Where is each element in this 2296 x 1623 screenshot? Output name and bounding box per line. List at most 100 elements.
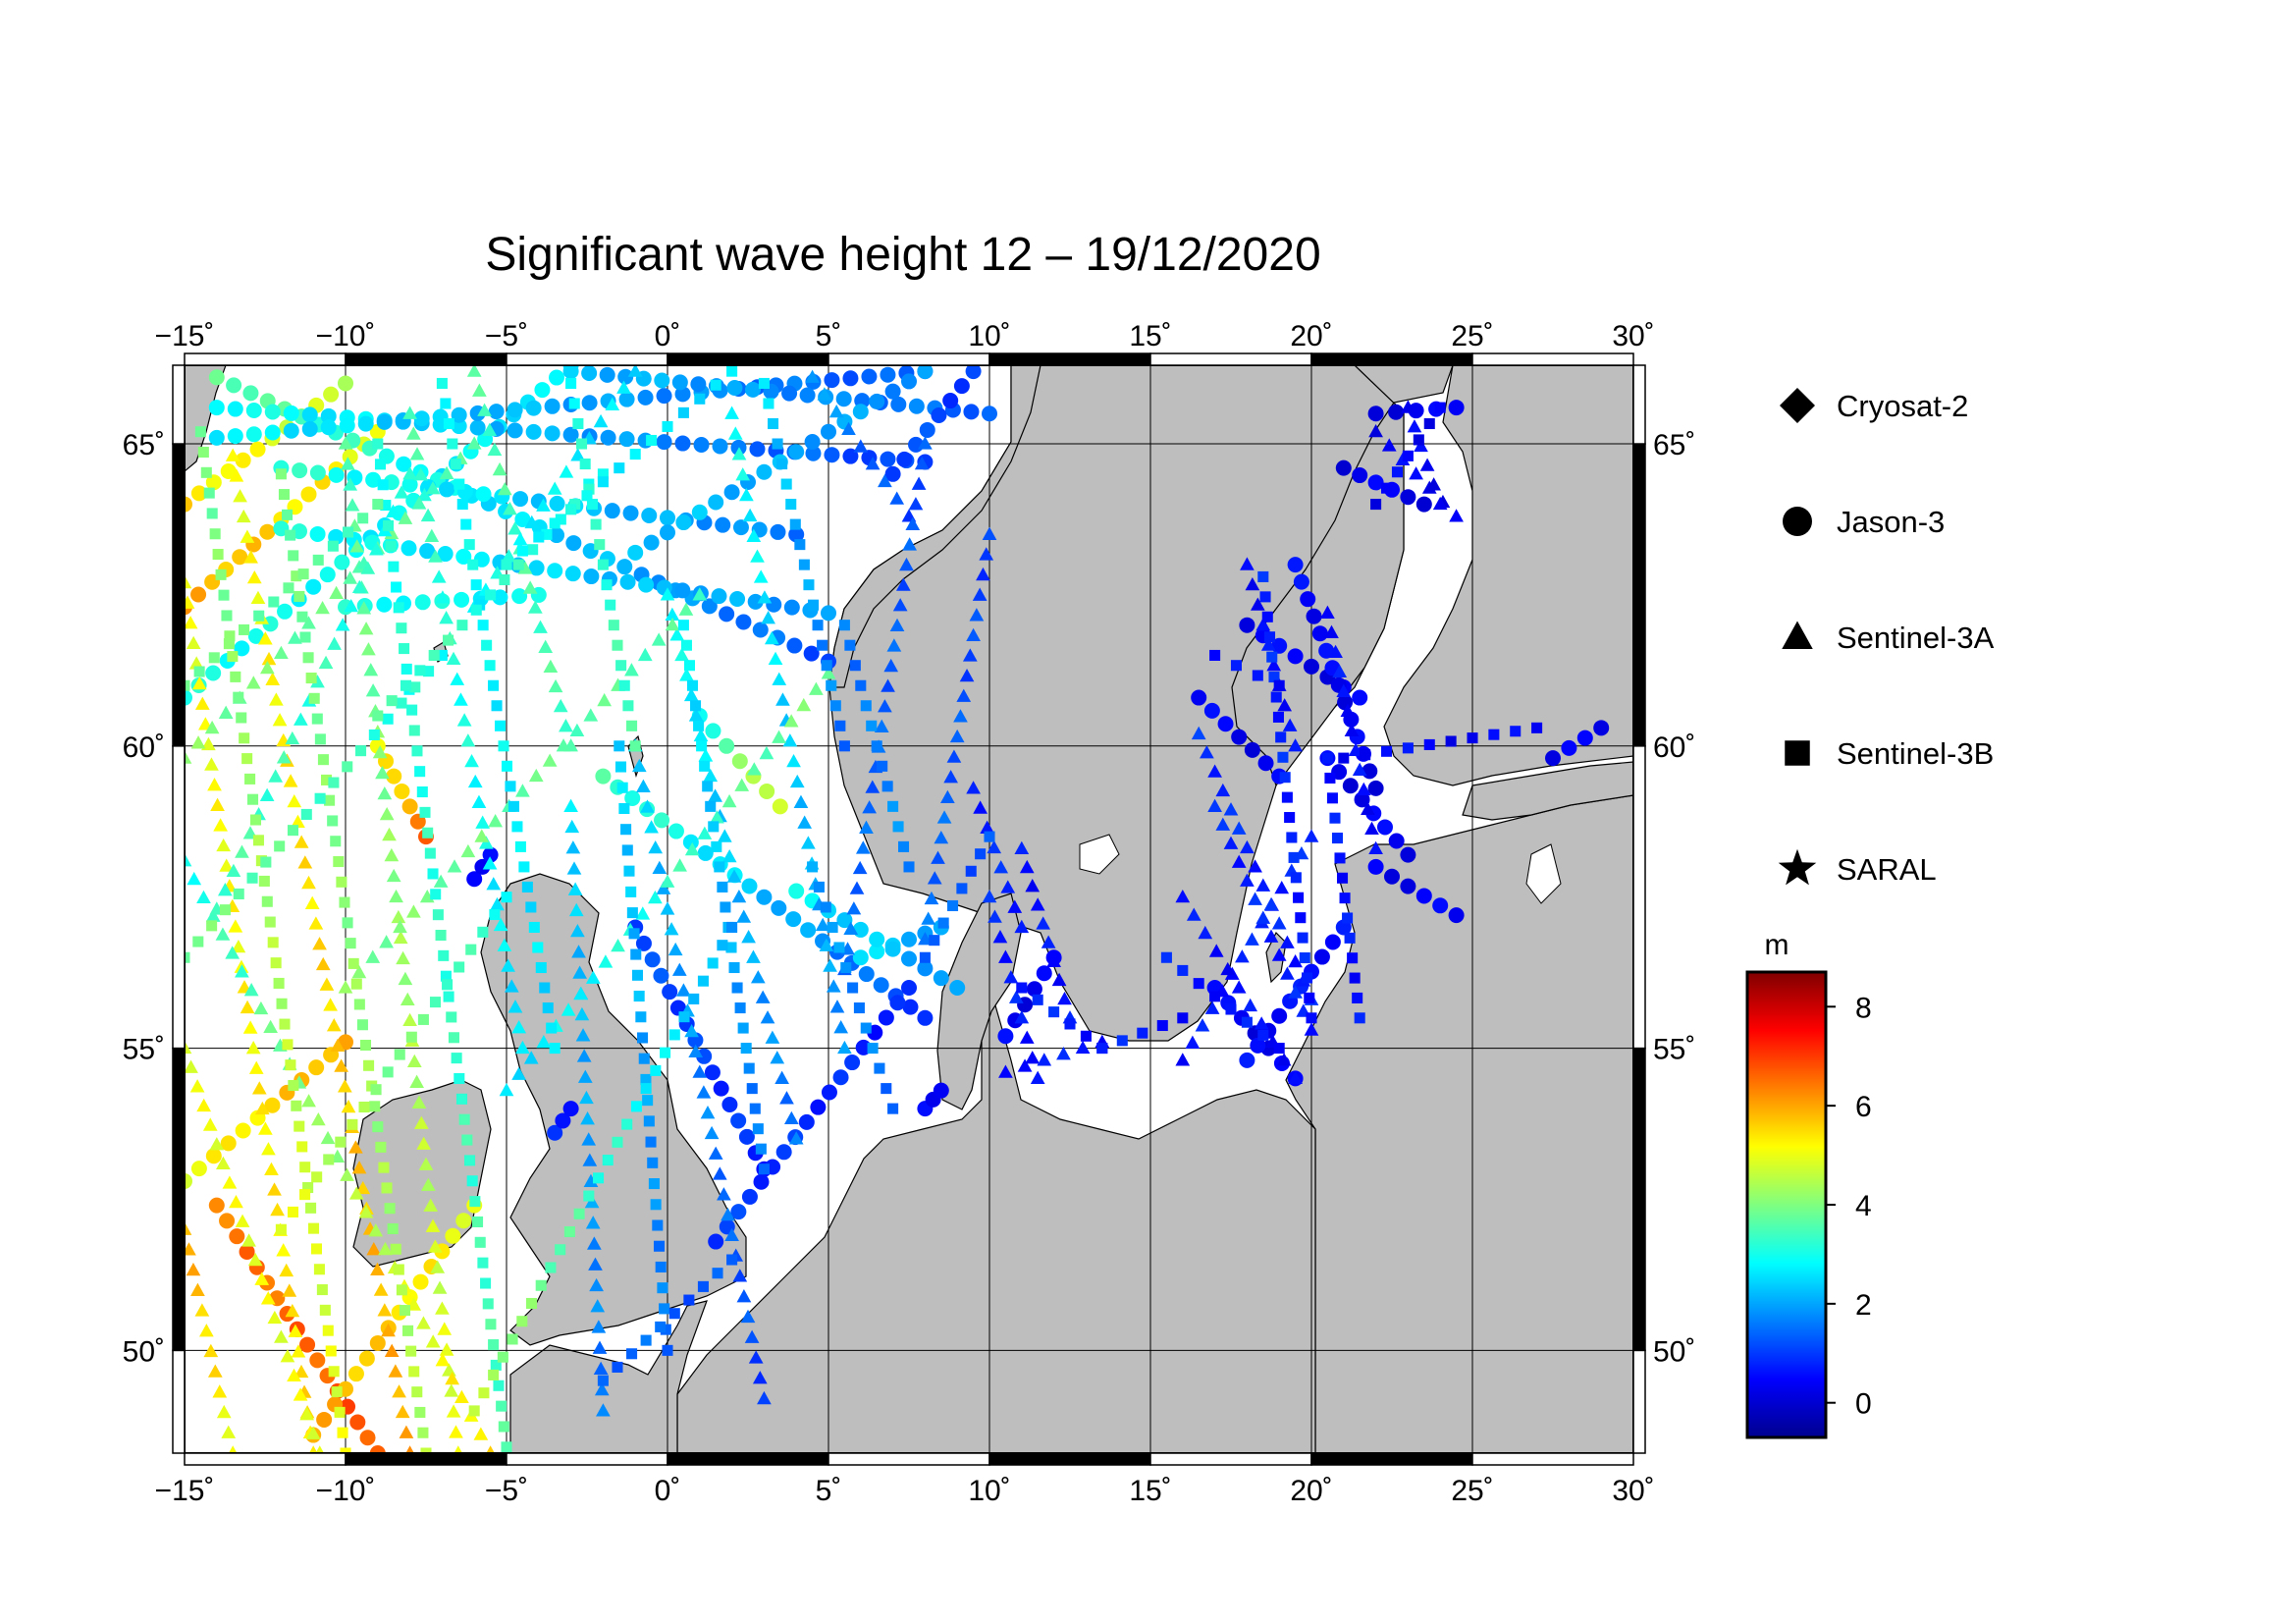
frame-bar-top-0 — [184, 352, 347, 366]
data-point — [288, 630, 302, 644]
data-point — [593, 413, 609, 428]
data-point — [549, 369, 565, 386]
frame-bar-top-7 — [1310, 352, 1473, 366]
data-point — [220, 463, 237, 480]
data-point — [731, 447, 747, 460]
data-point — [1231, 729, 1248, 745]
data-point — [276, 1243, 292, 1257]
data-point — [1096, 1043, 1108, 1055]
y-tick-label-right: 50˚ — [1653, 1335, 1695, 1368]
data-point — [469, 1196, 481, 1208]
data-point — [315, 956, 331, 971]
data-point — [1449, 509, 1464, 522]
data-point — [956, 688, 972, 702]
data-point — [532, 942, 544, 953]
data-point — [472, 383, 487, 397]
data-point — [496, 1400, 507, 1412]
data-point — [741, 878, 758, 894]
data-point — [384, 1203, 396, 1215]
data-point — [379, 806, 395, 821]
data-point — [185, 574, 192, 589]
data-point — [1510, 726, 1522, 737]
data-point — [615, 660, 627, 672]
data-point — [431, 569, 447, 583]
data-point — [1354, 791, 1370, 808]
data-point — [351, 1161, 367, 1174]
data-point — [304, 895, 320, 909]
data-point — [1036, 965, 1052, 982]
data-point — [1338, 752, 1350, 764]
frame-bar-top-6 — [1149, 352, 1312, 366]
data-point — [420, 508, 436, 522]
data-point — [827, 921, 838, 933]
data-point — [1046, 953, 1061, 967]
data-point — [185, 616, 198, 629]
data-point — [340, 1167, 354, 1181]
data-point — [215, 568, 227, 580]
data-point — [756, 463, 773, 480]
data-point — [667, 942, 683, 956]
data-point — [375, 1141, 387, 1153]
data-point — [640, 1083, 652, 1095]
data-point — [1137, 1027, 1148, 1039]
data-point — [450, 459, 461, 470]
data-point — [771, 899, 787, 916]
data-point — [291, 570, 302, 582]
data-point — [190, 586, 207, 603]
data-point — [1328, 644, 1343, 658]
data-point — [342, 526, 354, 538]
data-point — [627, 544, 644, 561]
data-point — [579, 1090, 594, 1105]
data-point — [869, 944, 885, 960]
data-point — [555, 1244, 566, 1256]
data-point — [291, 1100, 302, 1111]
data-point — [772, 438, 783, 450]
data-point — [503, 502, 517, 515]
data-point — [873, 977, 889, 994]
data-point — [665, 617, 680, 631]
data-point — [869, 393, 885, 409]
data-point — [982, 406, 997, 422]
data-point — [358, 1101, 370, 1113]
data-point — [394, 783, 410, 799]
data-point — [487, 442, 503, 457]
data-point — [583, 708, 599, 722]
data-point — [847, 982, 859, 994]
data-point — [812, 620, 824, 631]
data-point — [1244, 741, 1260, 758]
data-point — [1207, 764, 1222, 778]
data-point — [430, 889, 442, 900]
data-point — [688, 708, 704, 722]
data-point — [697, 975, 709, 987]
data-point — [707, 957, 719, 969]
data-point — [485, 589, 497, 601]
data-point — [637, 647, 653, 662]
data-point — [497, 481, 512, 496]
data-point — [618, 679, 630, 691]
data-point — [973, 800, 988, 814]
data-point — [482, 856, 498, 870]
data-point — [1352, 689, 1368, 706]
data-point — [884, 465, 901, 482]
legend-symbol-star — [1778, 848, 1817, 886]
data-point — [221, 610, 233, 622]
data-point — [499, 1082, 514, 1097]
data-point — [712, 1268, 723, 1279]
data-point — [209, 1137, 225, 1151]
data-point — [489, 908, 501, 921]
data-point — [345, 498, 360, 512]
data-point — [205, 474, 222, 491]
data-point — [1268, 672, 1280, 683]
data-point — [267, 1182, 282, 1196]
data-point — [667, 823, 684, 839]
data-point — [753, 569, 769, 583]
data-point — [919, 951, 931, 963]
data-point — [424, 528, 440, 542]
data-point — [375, 765, 390, 780]
data-point — [305, 1202, 317, 1214]
data-point — [1273, 1043, 1285, 1055]
data-point — [898, 840, 910, 852]
data-point — [966, 781, 981, 794]
data-point — [249, 814, 262, 826]
data-point — [577, 1069, 593, 1083]
